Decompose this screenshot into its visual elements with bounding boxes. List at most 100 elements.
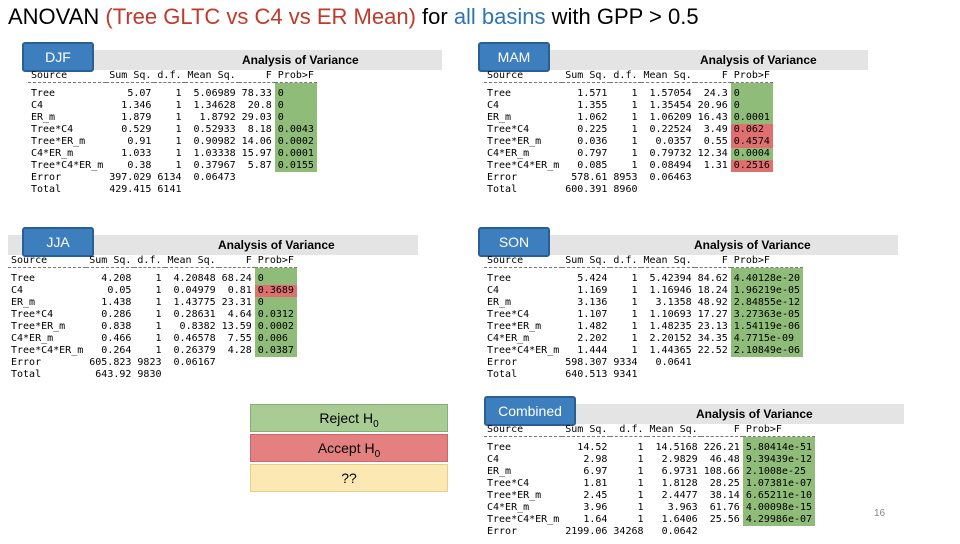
cell-df: 1 bbox=[155, 273, 162, 284]
cell-df: 1 bbox=[631, 321, 638, 332]
cell-prob: 1.96219e-05 bbox=[730, 285, 804, 297]
title-part-1: ANOVAN bbox=[8, 4, 106, 29]
cell-prob: 0 bbox=[730, 82, 773, 100]
table-row: ER_m 1.438 1 1.43775 23.31 0 bbox=[8, 297, 297, 309]
cell-df: 1 bbox=[175, 136, 182, 147]
cell-ms: 0.90982 bbox=[193, 136, 236, 147]
cell-prob: 0.0043 bbox=[274, 124, 317, 136]
column-header: Sum Sq. bbox=[106, 70, 155, 83]
cell-f: 48.92 bbox=[697, 297, 728, 308]
cell-source: Tree*ER_m bbox=[487, 321, 542, 332]
cell-ms: 1.03338 bbox=[193, 148, 236, 159]
cell-ss: 2.45 bbox=[583, 490, 608, 501]
table-row: Tree 5.424 1 5.42394 84.62 4.40128e-20 bbox=[484, 267, 804, 285]
cell-ms: 1.43775 bbox=[173, 297, 216, 308]
table-row: Tree 5.07 1 5.06989 78.33 0 bbox=[28, 82, 317, 100]
cell-prob: 0 bbox=[274, 112, 317, 124]
cell-ss: 0.286 bbox=[101, 309, 132, 320]
cell-source: Tree*C4*ER_m bbox=[487, 514, 560, 525]
cell-f: 13.59 bbox=[221, 321, 252, 332]
panel-son: Analysis of Variance SON Source Sum Sq. d.… bbox=[478, 227, 898, 395]
cell-ms: 0.22524 bbox=[649, 124, 692, 135]
cell-ms: 5.06989 bbox=[193, 88, 236, 99]
cell-ss: 397.029 bbox=[109, 172, 152, 183]
cell-ms: 0.79732 bbox=[649, 148, 692, 159]
cell-f: 68.24 bbox=[221, 273, 252, 284]
cell-ms: 0.0641 bbox=[655, 357, 692, 368]
column-header: Prob>F bbox=[730, 70, 773, 83]
table-row: C4 1.355 1 1.35454 20.96 0 bbox=[484, 100, 773, 112]
table-row: Tree*ER_m 0.838 1 0.8382 13.59 0.0002 bbox=[8, 321, 297, 333]
cell-prob: 0.0002 bbox=[274, 136, 317, 148]
title-part-3: for bbox=[415, 4, 454, 29]
cell-f bbox=[239, 172, 275, 184]
cell-f bbox=[695, 172, 731, 184]
cell-prob: 4.29986e-07 bbox=[742, 514, 816, 526]
table-header: Source Sum Sq. d.f. Mean Sq. F Prob>F bbox=[484, 424, 816, 437]
cell-source: ER_m bbox=[487, 466, 512, 477]
table-row: Tree*C4*ER_m 0.38 1 0.37967 5.87 0.0155 bbox=[28, 160, 317, 172]
cell-f: 24.3 bbox=[703, 88, 728, 99]
cell-ms: 1.35454 bbox=[649, 100, 692, 111]
table-header: Source Sum Sq. d.f. Mean Sq. F Prob>F bbox=[484, 255, 804, 268]
cell-source: C4*ER_m bbox=[31, 148, 74, 159]
cell-prob: 0.0001 bbox=[274, 148, 317, 160]
cell-f: 226.21 bbox=[703, 442, 740, 453]
panel-combined: Analysis of Variance Combined Source Sum … bbox=[484, 396, 904, 544]
cell-f bbox=[695, 184, 731, 196]
cell-df: 1 bbox=[155, 321, 162, 332]
cell-source: C4 bbox=[11, 285, 24, 296]
table-row: C4 1.169 1 1.16946 18.24 1.96219e-05 bbox=[484, 285, 804, 297]
anova-table: Source Sum Sq. d.f. Mean Sq. F Prob>F Tree 5.42… bbox=[484, 255, 804, 381]
cell-ms bbox=[165, 369, 219, 381]
cell-df: 1 bbox=[175, 148, 182, 159]
cell-source: Tree*ER_m bbox=[487, 490, 542, 501]
cell-prob: 1.07381e-07 bbox=[742, 478, 816, 490]
panel-header-bar bbox=[478, 50, 868, 70]
cell-f: 28.25 bbox=[709, 478, 740, 489]
cell-df: 1 bbox=[631, 148, 638, 159]
cell-source: ER_m bbox=[487, 112, 512, 123]
table-row: C4 2.98 1 2.9829 46.48 9.39439e-12 bbox=[484, 454, 816, 466]
cell-prob: 2.1008e-25 bbox=[742, 466, 816, 478]
column-header: Mean Sq. bbox=[646, 424, 701, 437]
cell-df: 1 bbox=[155, 297, 162, 308]
cell-ms: 0.06473 bbox=[193, 172, 236, 183]
cell-prob bbox=[275, 172, 317, 184]
cell-source: Error bbox=[11, 357, 42, 368]
cell-df: 1 bbox=[637, 514, 644, 525]
cell-df: 1 bbox=[631, 100, 638, 111]
table-row: Tree*C4*ER_m 0.085 1 0.08494 1.31 0.2516 bbox=[484, 160, 773, 172]
cell-ss: 600.391 bbox=[565, 184, 608, 195]
cell-ms: 1.8128 bbox=[661, 478, 698, 489]
cell-source: Tree bbox=[487, 273, 512, 284]
cell-prob: 0.062 bbox=[730, 124, 773, 136]
cell-ss: 1.438 bbox=[101, 297, 132, 308]
season-label: MAM bbox=[478, 42, 550, 72]
cell-ms: 5.42394 bbox=[649, 273, 692, 284]
cell-source: Error bbox=[487, 172, 518, 183]
table-row: Total 640.513 9341 bbox=[484, 369, 803, 381]
cell-ms: 1.34628 bbox=[193, 100, 236, 111]
cell-source: Tree*C4 bbox=[11, 309, 54, 320]
cell-ms: 1.16946 bbox=[649, 285, 692, 296]
cell-source: ER_m bbox=[487, 297, 512, 308]
cell-df: 1 bbox=[631, 297, 638, 308]
column-header: Prob>F bbox=[254, 255, 297, 268]
cell-source: C4 bbox=[31, 100, 44, 111]
cell-df: 1 bbox=[155, 345, 162, 356]
cell-f: 16.43 bbox=[697, 112, 728, 123]
cell-prob: 1.54119e-06 bbox=[730, 321, 804, 333]
cell-ss: 3.136 bbox=[577, 297, 608, 308]
panel-header-bar bbox=[8, 235, 418, 255]
cell-f: 12.34 bbox=[697, 148, 728, 159]
cell-ss: 2.202 bbox=[577, 333, 608, 344]
cell-f: 108.66 bbox=[703, 466, 740, 477]
cell-df: 1 bbox=[631, 285, 638, 296]
cell-ss: 4.208 bbox=[101, 273, 132, 284]
cell-ms: 1.10693 bbox=[649, 309, 692, 320]
cell-prob: 0 bbox=[274, 82, 317, 100]
cell-f bbox=[695, 369, 731, 381]
cell-df: 1 bbox=[155, 333, 162, 344]
table-row: Tree*ER_m 0.036 1 0.0357 0.55 0.4574 bbox=[484, 136, 773, 148]
